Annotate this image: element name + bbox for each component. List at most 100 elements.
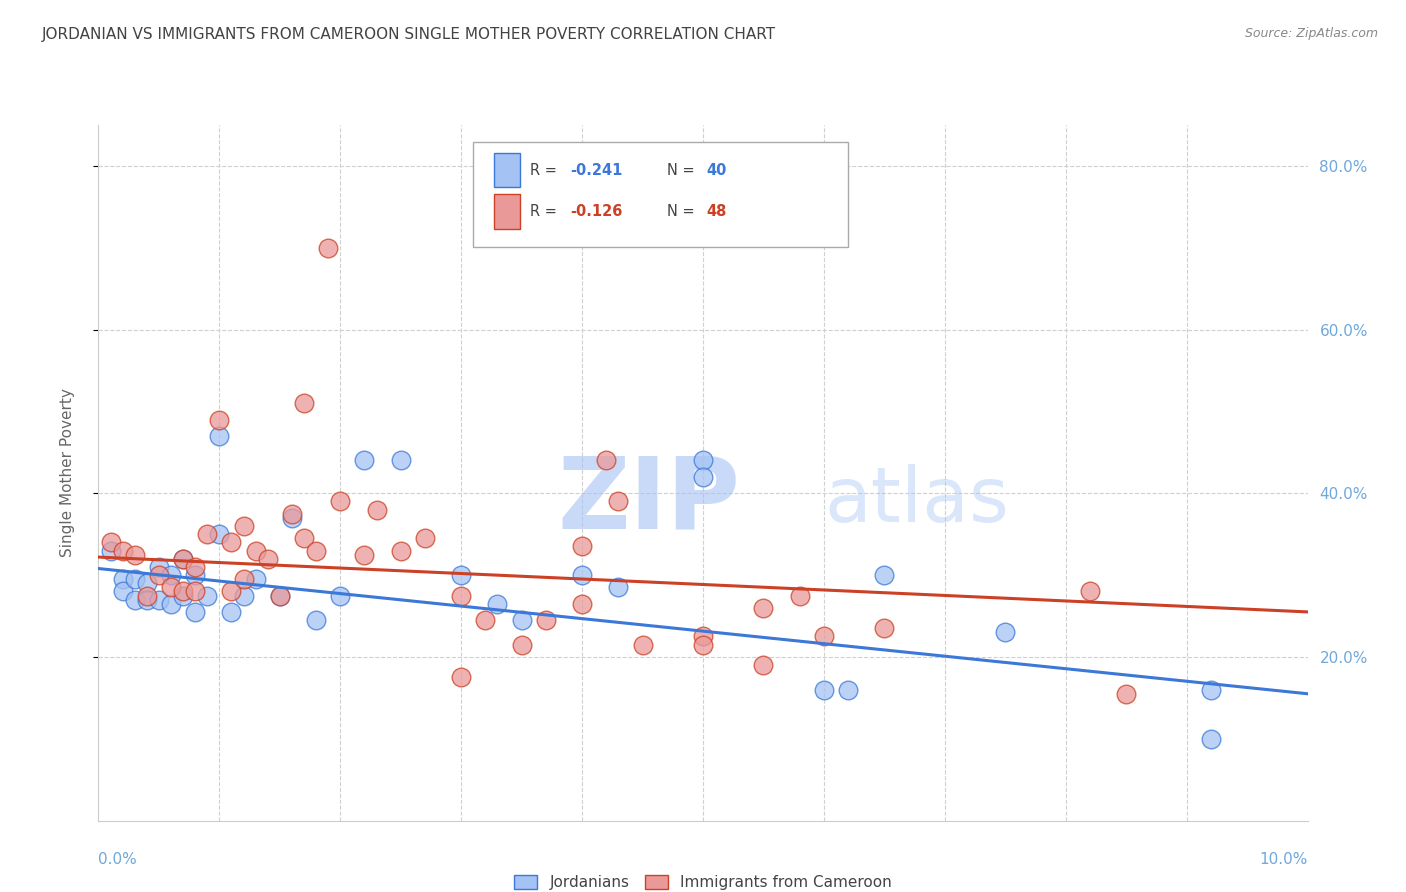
Text: R =: R = [530,204,561,219]
Point [450,568,472,582]
Point [232,589,254,603]
Point [510,638,533,652]
Point [208,429,231,443]
Point [994,625,1017,640]
Y-axis label: Single Mother Poverty: Single Mother Poverty [60,388,75,558]
Point [184,584,207,599]
Point [281,507,304,521]
Point [789,589,811,603]
Point [281,510,304,524]
Point [474,613,496,627]
Point [184,568,207,582]
Point [1078,584,1101,599]
Point [208,527,231,541]
Point [353,453,375,467]
Point [692,470,714,484]
Point [135,592,157,607]
Point [450,589,472,603]
Point [135,589,157,603]
Point [148,560,170,574]
Point [172,551,194,566]
Point [256,551,278,566]
Text: Source: ZipAtlas.com: Source: ZipAtlas.com [1244,27,1378,40]
Point [305,543,328,558]
Point [292,396,315,410]
Point [1115,687,1137,701]
FancyBboxPatch shape [494,194,520,229]
Text: R =: R = [530,162,561,178]
Point [873,568,896,582]
Point [752,658,775,673]
Point [100,535,122,549]
Point [232,572,254,586]
Point [692,630,714,644]
Point [329,494,352,508]
Point [571,568,593,582]
Point [221,584,243,599]
Point [111,572,134,586]
Point [450,670,472,684]
Point [1199,731,1222,746]
Point [148,592,170,607]
Point [172,589,194,603]
Text: atlas: atlas [824,464,1008,538]
Point [124,548,146,562]
Point [1199,682,1222,697]
Text: 10.0%: 10.0% [1260,852,1308,867]
Point [172,584,194,599]
Point [160,580,183,594]
Point [631,638,654,652]
Point [534,613,557,627]
Point [245,543,267,558]
Point [221,535,243,549]
Point [184,560,207,574]
Point [510,613,533,627]
Point [305,613,328,627]
Text: ZIP: ZIP [558,452,741,549]
Point [413,531,436,545]
Point [366,502,388,516]
Point [269,589,291,603]
Point [752,600,775,615]
Text: N =: N = [666,162,699,178]
Point [692,638,714,652]
Point [692,453,714,467]
Point [148,568,170,582]
Legend: Jordanians, Immigrants from Cameroon: Jordanians, Immigrants from Cameroon [508,869,898,892]
Point [813,630,835,644]
Text: 48: 48 [707,204,727,219]
Point [208,412,231,426]
Point [607,580,630,594]
Point [221,605,243,619]
Point [124,592,146,607]
Point [232,519,254,533]
Point [160,597,183,611]
Point [486,597,509,611]
Point [135,576,157,591]
Point [389,543,412,558]
Point [389,453,412,467]
Point [837,682,859,697]
Point [571,540,593,554]
Point [160,568,183,582]
Point [607,494,630,508]
Point [195,527,218,541]
Point [245,572,267,586]
Text: -0.126: -0.126 [569,204,623,219]
Point [111,584,134,599]
Point [292,531,315,545]
Text: 40: 40 [707,162,727,178]
Point [111,543,134,558]
Text: JORDANIAN VS IMMIGRANTS FROM CAMEROON SINGLE MOTHER POVERTY CORRELATION CHART: JORDANIAN VS IMMIGRANTS FROM CAMEROON SI… [42,27,776,42]
Point [813,682,835,697]
Point [100,543,122,558]
Point [353,548,375,562]
FancyBboxPatch shape [494,153,520,187]
Text: -0.241: -0.241 [569,162,623,178]
Text: N =: N = [666,204,699,219]
Point [172,551,194,566]
Point [195,589,218,603]
Point [329,589,352,603]
FancyBboxPatch shape [474,142,848,247]
Text: 0.0%: 0.0% [98,852,138,867]
